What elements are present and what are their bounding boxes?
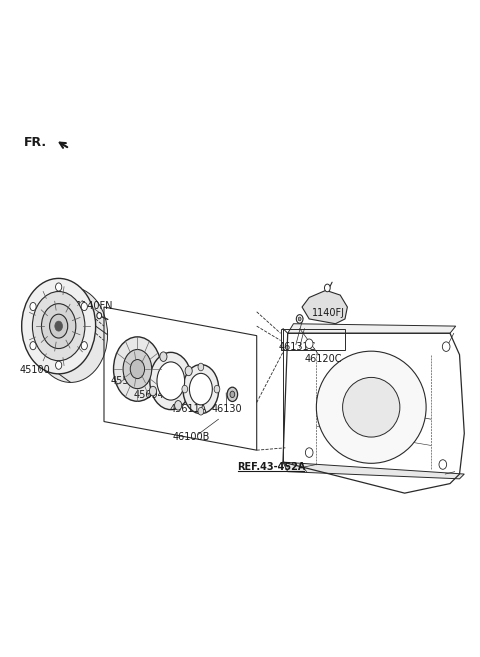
Ellipse shape [150, 352, 192, 409]
Ellipse shape [22, 279, 96, 374]
Text: 45527A: 45527A [110, 376, 148, 386]
Ellipse shape [305, 339, 313, 349]
Ellipse shape [198, 363, 204, 371]
Ellipse shape [175, 401, 182, 410]
Ellipse shape [81, 302, 87, 311]
Ellipse shape [316, 351, 426, 463]
Text: 46130: 46130 [211, 403, 242, 414]
Ellipse shape [56, 283, 62, 291]
Ellipse shape [443, 342, 450, 351]
Ellipse shape [324, 284, 330, 292]
Ellipse shape [33, 292, 85, 361]
Ellipse shape [230, 391, 235, 397]
Ellipse shape [30, 302, 36, 311]
Polygon shape [288, 324, 456, 333]
Text: 46100B: 46100B [172, 432, 210, 442]
Ellipse shape [190, 373, 212, 405]
Ellipse shape [41, 304, 76, 349]
Text: 45611A: 45611A [169, 403, 207, 414]
Ellipse shape [185, 366, 192, 376]
Ellipse shape [198, 407, 204, 415]
Ellipse shape [56, 361, 62, 369]
Ellipse shape [123, 350, 152, 389]
Ellipse shape [157, 362, 185, 400]
Ellipse shape [130, 359, 144, 378]
Ellipse shape [183, 365, 219, 414]
Ellipse shape [343, 377, 400, 437]
Ellipse shape [34, 287, 108, 382]
Ellipse shape [30, 342, 36, 350]
Ellipse shape [149, 386, 156, 396]
Text: 1140FJ: 1140FJ [312, 307, 345, 318]
Ellipse shape [305, 448, 313, 457]
Ellipse shape [227, 387, 238, 401]
Ellipse shape [160, 352, 167, 361]
Text: 46120C: 46120C [304, 353, 342, 363]
Text: 1140FN: 1140FN [76, 301, 114, 311]
Ellipse shape [97, 313, 102, 319]
Polygon shape [302, 290, 348, 324]
Ellipse shape [182, 385, 188, 393]
Ellipse shape [114, 337, 161, 401]
Ellipse shape [298, 317, 301, 321]
Ellipse shape [81, 342, 87, 350]
Text: FR.: FR. [24, 136, 48, 149]
Ellipse shape [439, 460, 446, 469]
Ellipse shape [296, 315, 303, 323]
Text: 45694B: 45694B [134, 390, 171, 400]
Polygon shape [283, 462, 464, 479]
Ellipse shape [55, 321, 62, 331]
Ellipse shape [214, 385, 220, 393]
Ellipse shape [49, 314, 68, 338]
Text: 46131C: 46131C [278, 342, 315, 351]
Text: REF.43-452A: REF.43-452A [238, 462, 306, 472]
Text: 45100: 45100 [20, 365, 50, 376]
